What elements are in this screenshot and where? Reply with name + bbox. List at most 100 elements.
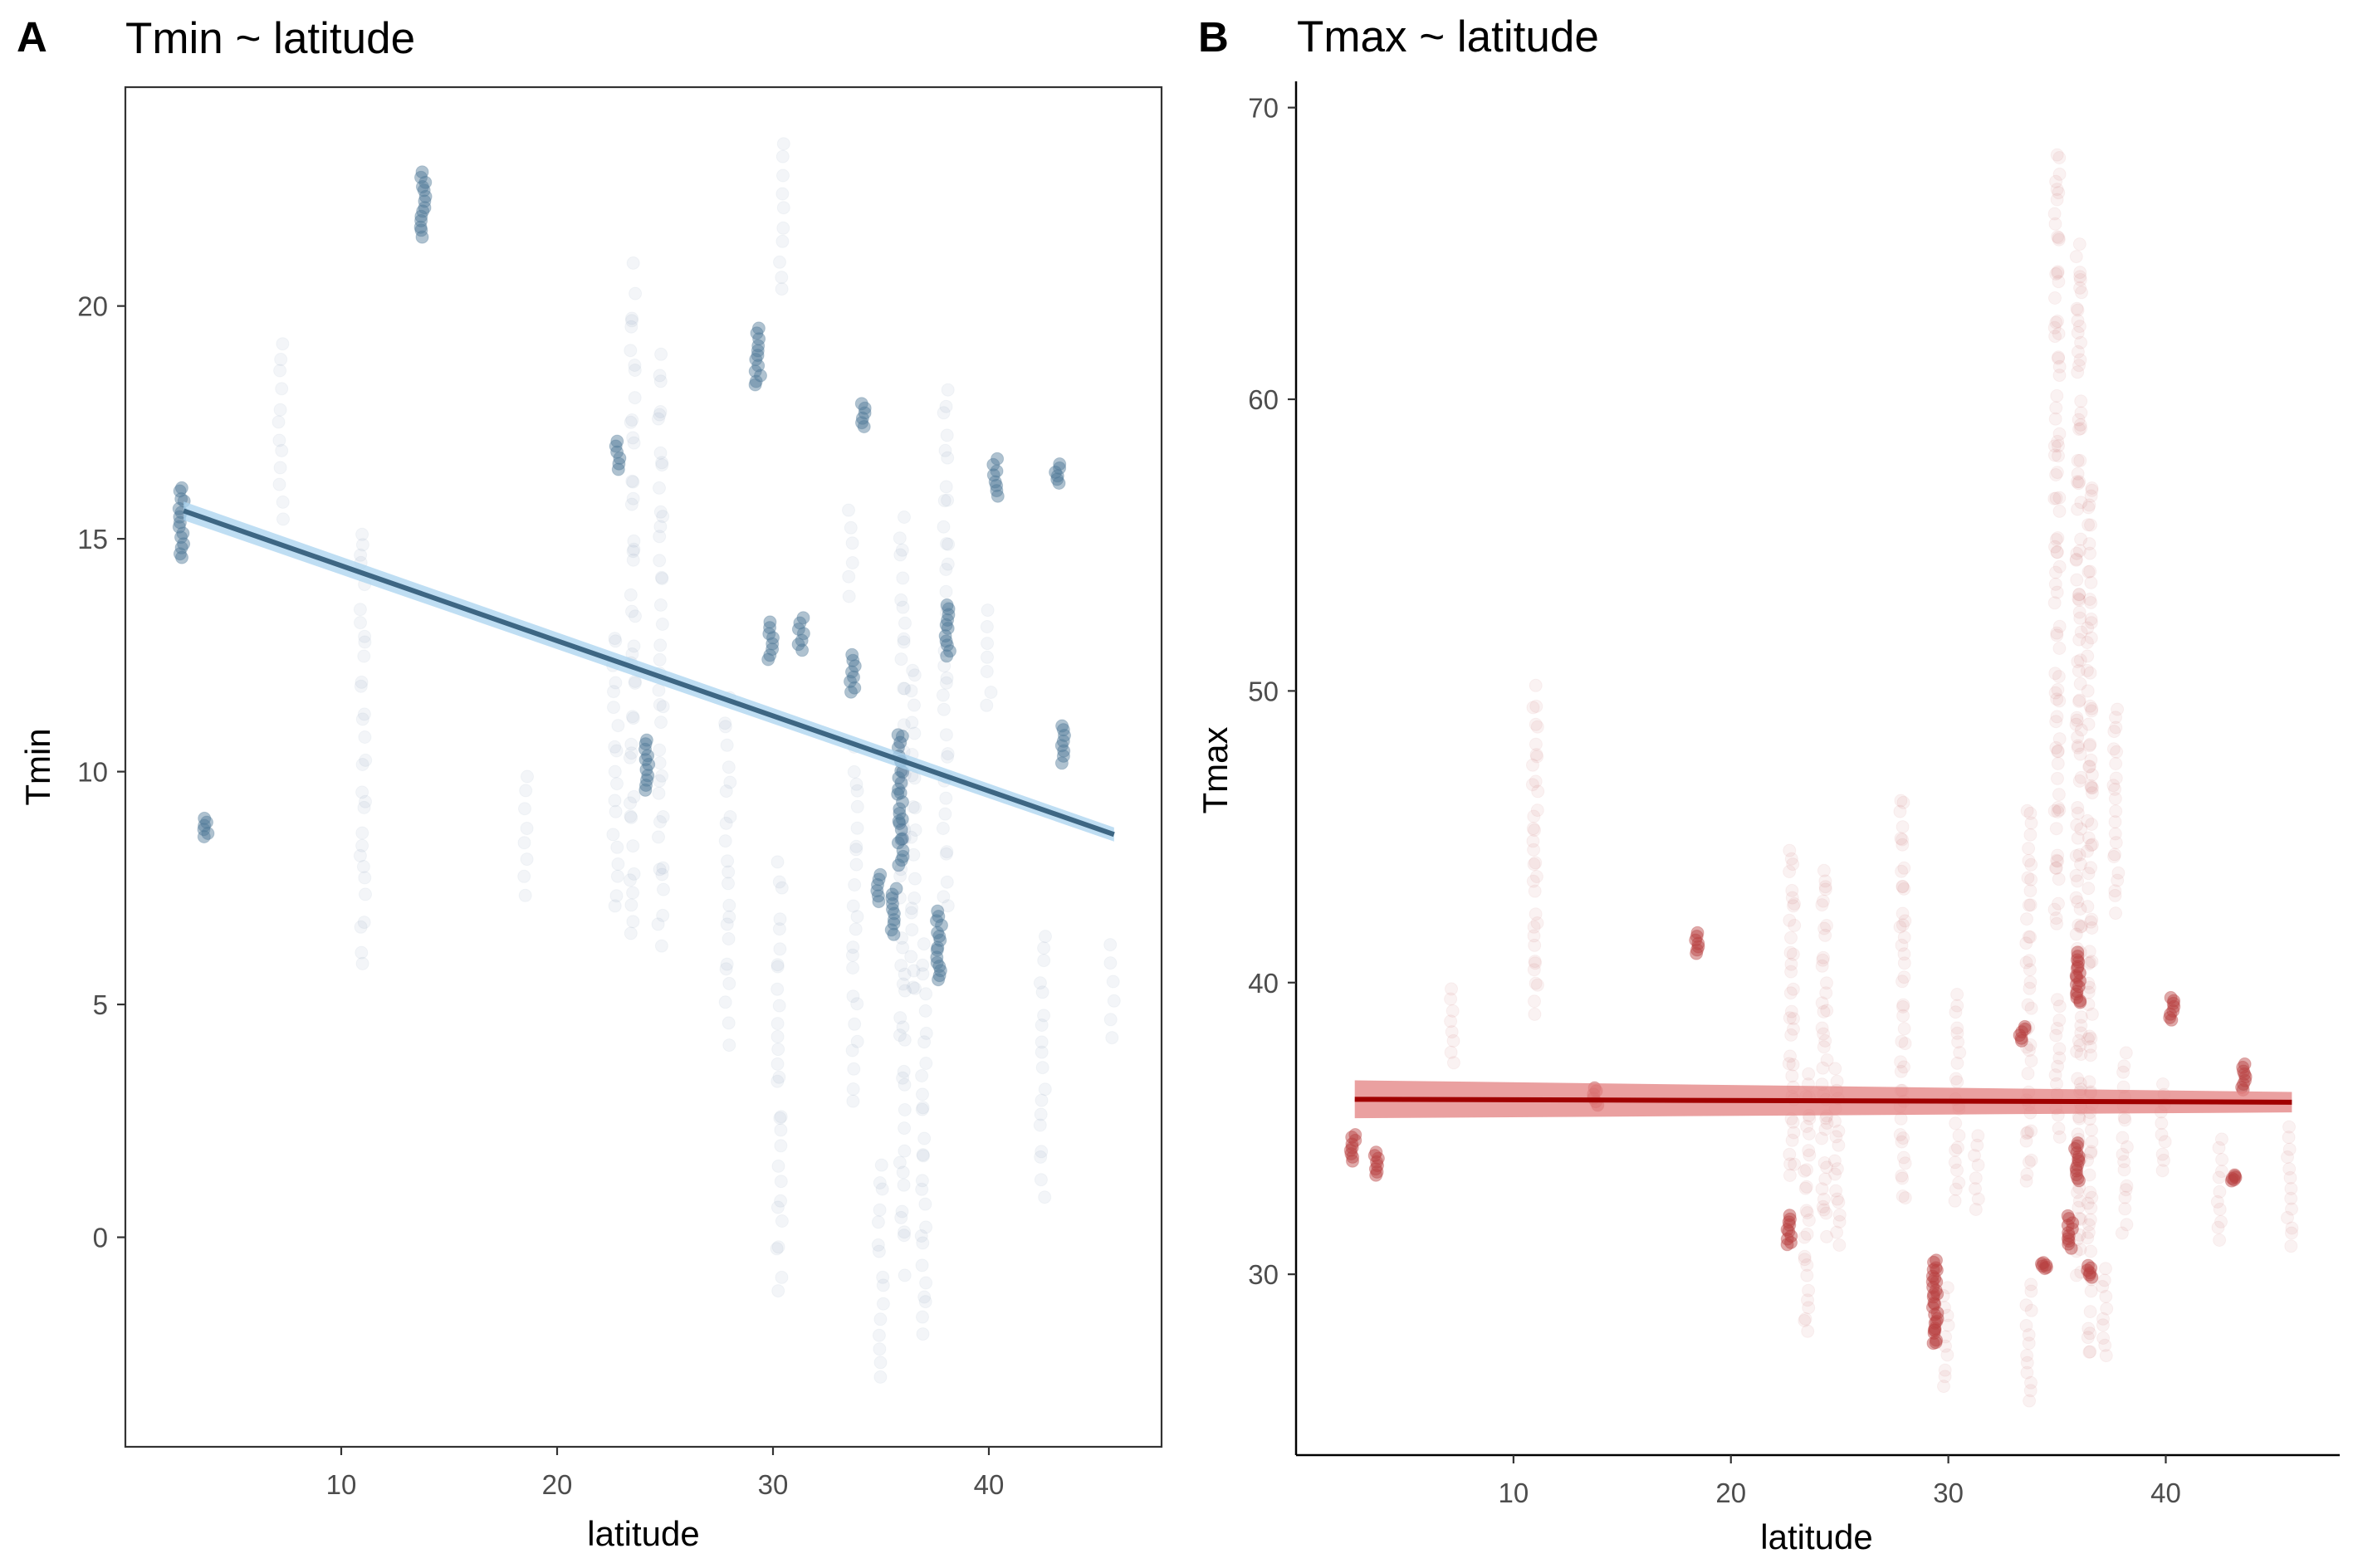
data-point	[2072, 1150, 2086, 1164]
data-point	[981, 637, 995, 651]
data-point	[897, 718, 911, 732]
data-point	[628, 391, 642, 405]
data-point	[1816, 953, 1830, 967]
data-point	[873, 1176, 887, 1189]
data-point	[1897, 1022, 1911, 1036]
data-point	[1782, 1215, 1796, 1229]
point-cluster	[2068, 1136, 2086, 1188]
data-point	[1788, 1157, 1802, 1171]
data-point	[2082, 537, 2096, 551]
data-point	[2071, 325, 2085, 339]
data-point	[2051, 854, 2065, 868]
data-point	[897, 1178, 911, 1192]
data-point	[1940, 1348, 1954, 1362]
data-point	[2052, 427, 2067, 441]
data-point	[353, 848, 367, 862]
data-point	[846, 1082, 860, 1096]
data-point	[611, 462, 625, 476]
data-point	[941, 899, 955, 913]
data-point	[917, 1035, 932, 1049]
data-point	[897, 632, 911, 646]
data-point	[1343, 1143, 1358, 1157]
data-point	[1949, 1182, 1963, 1196]
data-point	[795, 643, 810, 657]
data-point	[895, 832, 909, 846]
data-point	[418, 201, 432, 215]
data-point	[891, 728, 905, 742]
data-point	[1107, 994, 1121, 1008]
data-point	[1818, 880, 1832, 894]
data-point	[1105, 1031, 1119, 1045]
data-point	[895, 812, 909, 826]
data-point	[1057, 744, 1071, 758]
data-point	[894, 593, 908, 607]
data-point	[916, 958, 930, 972]
data-point	[2020, 1167, 2034, 1181]
data-point	[1786, 1058, 1800, 1072]
data-point	[1798, 1312, 1812, 1326]
data-point	[2049, 715, 2063, 729]
data-point	[774, 1139, 788, 1153]
data-point	[2023, 975, 2037, 989]
data-point	[2069, 978, 2083, 992]
data-point	[916, 1087, 929, 1102]
data-point	[1926, 1263, 1940, 1277]
data-point	[1925, 1275, 1940, 1289]
data-point	[2108, 782, 2122, 796]
data-point	[1787, 899, 1800, 913]
data-point	[771, 1043, 785, 1057]
data-point	[770, 1074, 785, 1088]
data-point	[1895, 864, 1909, 878]
data-point	[2084, 612, 2098, 626]
data-point	[2072, 1154, 2086, 1168]
data-point	[1035, 1035, 1049, 1049]
data-point	[1896, 833, 1909, 847]
data-point	[2052, 231, 2066, 245]
data-point	[915, 1182, 929, 1196]
data-point	[2052, 1130, 2067, 1144]
data-point	[937, 659, 951, 673]
data-point	[941, 557, 955, 571]
data-point	[876, 1270, 890, 1284]
point-cluster	[197, 811, 215, 843]
data-point	[2023, 963, 2037, 977]
data-point	[200, 815, 213, 829]
data-point	[2074, 335, 2088, 349]
data-point	[1950, 1056, 1964, 1070]
data-point	[1056, 723, 1070, 737]
data-point	[354, 920, 368, 934]
data-point	[750, 326, 764, 340]
data-point	[2071, 739, 2085, 753]
data-point	[2071, 895, 2085, 909]
data-point	[1034, 1107, 1048, 1121]
data-point	[2073, 453, 2087, 467]
data-point	[919, 987, 933, 1001]
data-point	[1800, 1258, 1814, 1272]
data-point	[357, 800, 371, 814]
data-point	[893, 1155, 907, 1170]
x-tick-label: 30	[758, 1469, 789, 1500]
data-point	[517, 869, 531, 883]
data-point	[895, 931, 908, 945]
data-point	[2238, 1073, 2252, 1087]
data-point	[521, 769, 534, 784]
data-point	[652, 786, 666, 800]
point-cluster	[1054, 719, 1071, 770]
data-point	[2074, 625, 2088, 639]
panel-a-fit	[183, 501, 1115, 842]
data-point	[2020, 1040, 2033, 1054]
panel-b-tag: B	[1198, 13, 1229, 61]
data-point	[1035, 1061, 1049, 1075]
point-cluster	[938, 598, 956, 663]
data-point	[1530, 804, 1544, 818]
data-point	[2084, 1284, 2098, 1298]
data-point	[722, 1038, 736, 1053]
data-point	[1367, 1149, 1382, 1163]
data-point	[1930, 1312, 1945, 1326]
data-point	[416, 204, 430, 218]
y-tick-label: 20	[77, 291, 108, 322]
data-point	[895, 543, 909, 557]
data-point	[2082, 1218, 2096, 1232]
data-point	[723, 775, 737, 789]
data-point	[358, 730, 372, 744]
